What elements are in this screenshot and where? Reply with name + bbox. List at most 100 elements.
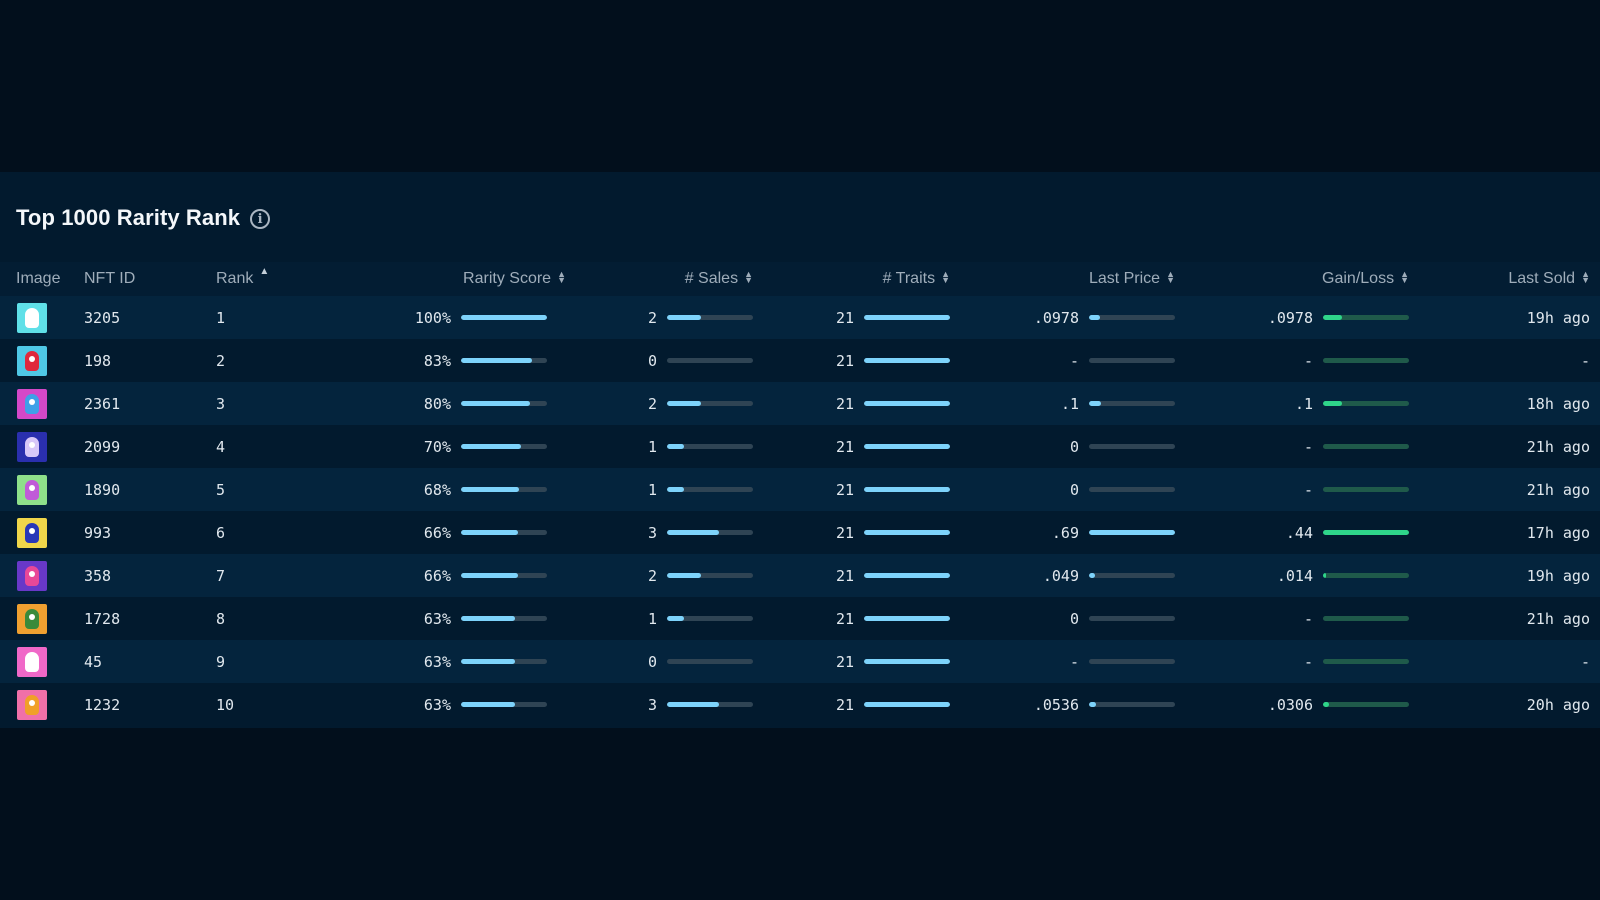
nft-image-cell[interactable]: [0, 339, 82, 382]
last-price-bar: [1089, 358, 1175, 363]
last-price-bar: [1089, 659, 1175, 664]
traits-cell: 21: [753, 683, 950, 726]
table-row[interactable]: 198 2 83% 0 21 -: [0, 339, 1600, 382]
traits-bar-fill: [864, 487, 950, 492]
column-header-rarity-score[interactable]: Rarity Score ▲ ▼: [463, 268, 566, 287]
sales-bar-fill: [667, 444, 685, 449]
nft-id-cell[interactable]: 1728: [84, 609, 121, 628]
gain-loss-cell: .0306: [1175, 683, 1409, 726]
gain-loss-bar: [1323, 315, 1409, 320]
nft-id-cell[interactable]: 993: [84, 523, 112, 542]
nft-image-cell[interactable]: [0, 382, 82, 425]
nft-id-cell[interactable]: 2099: [84, 437, 121, 456]
rank-cell: 9: [216, 652, 226, 671]
sales-bar: [667, 315, 753, 320]
gain-loss-bar: [1323, 659, 1409, 664]
nft-id-cell[interactable]: 358: [84, 566, 112, 585]
column-header-rank[interactable]: Rank ▲: [216, 266, 270, 287]
sort-icon[interactable]: ▲ ▼: [941, 268, 950, 285]
rarity-bar-fill: [461, 487, 520, 492]
sort-icon[interactable]: ▲ ▼: [744, 268, 753, 285]
table-row[interactable]: 1728 8 63% 1 21 0: [0, 597, 1600, 640]
nft-thumbnail[interactable]: [17, 388, 47, 419]
column-header-nft-id[interactable]: NFT ID: [84, 270, 136, 287]
nft-id-cell[interactable]: 3205: [84, 308, 121, 327]
nft-thumbnail[interactable]: [17, 560, 47, 591]
table-row[interactable]: 358 7 66% 2 21 .049: [0, 554, 1600, 597]
sales-bar: [667, 530, 753, 535]
last-price-value: 0: [1069, 609, 1079, 628]
nft-id-cell[interactable]: 1232: [84, 695, 121, 714]
price-bar-fill: [1089, 573, 1096, 578]
nft-id-cell[interactable]: 198: [84, 351, 112, 370]
nft-id-cell[interactable]: 1890: [84, 480, 121, 499]
nft-image-cell[interactable]: [0, 296, 82, 339]
nft-thumbnail[interactable]: [17, 474, 47, 505]
traits-bar-fill: [864, 401, 950, 406]
sales-value: 0: [647, 652, 657, 671]
rarity-score-bar: [461, 487, 547, 492]
table-row[interactable]: 2099 4 70% 1 21 0: [0, 425, 1600, 468]
table-row[interactable]: 3205 1 100% 2 21 .0978: [0, 296, 1600, 339]
table-row[interactable]: 2361 3 80% 2 21 .1: [0, 382, 1600, 425]
rarity-score-cell: 100%: [366, 296, 566, 339]
table-row[interactable]: 993 6 66% 3 21 .69: [0, 511, 1600, 554]
sort-icon[interactable]: ▲ ▼: [1400, 268, 1409, 285]
sales-value: 3: [647, 695, 657, 714]
last-sold-cell: 18h ago: [1526, 394, 1590, 413]
traits-bar-fill: [864, 659, 950, 664]
sort-icon[interactable]: ▲ ▼: [557, 268, 566, 285]
column-header-last-sold[interactable]: Last Sold ▲ ▼: [1508, 268, 1590, 287]
nft-image-cell[interactable]: [0, 511, 82, 554]
nft-image-cell[interactable]: [0, 468, 82, 511]
table-row[interactable]: 1232 10 63% 3 21 .0536: [0, 683, 1600, 726]
nft-thumbnail[interactable]: [17, 646, 47, 677]
gain-loss-cell: -: [1175, 468, 1409, 511]
sales-value: 1: [647, 480, 657, 499]
rarity-score-value: 70%: [423, 437, 451, 456]
last-price-cell: -: [950, 339, 1175, 382]
column-header-traits[interactable]: # Traits ▲ ▼: [882, 268, 950, 287]
traits-value: 21: [835, 394, 854, 413]
sort-icon[interactable]: ▲ ▼: [1581, 268, 1590, 285]
nft-id-cell[interactable]: 45: [84, 652, 103, 671]
gain-loss-bar: [1323, 530, 1409, 535]
last-sold-cell: 21h ago: [1526, 437, 1590, 456]
nft-image-cell[interactable]: [0, 640, 82, 683]
nft-thumbnail[interactable]: [17, 603, 47, 634]
column-header-last-price[interactable]: Last Price ▲ ▼: [1088, 268, 1175, 287]
sort-ascending-icon[interactable]: ▲: [259, 266, 270, 277]
last-price-bar: [1089, 616, 1175, 621]
table-row[interactable]: 45 9 63% 0 21 -: [0, 640, 1600, 683]
last-price-value: -: [1069, 652, 1079, 671]
table-row[interactable]: 1890 5 68% 1 21 0: [0, 468, 1600, 511]
sales-bar-fill: [667, 616, 685, 621]
traits-cell: 21: [753, 382, 950, 425]
nft-image-cell[interactable]: [0, 554, 82, 597]
nft-image-cell[interactable]: [0, 425, 82, 468]
column-header-gain-loss[interactable]: Gain/Loss ▲ ▼: [1322, 268, 1409, 287]
nft-thumbnail[interactable]: [17, 345, 47, 376]
gain-loss-value: -: [1303, 480, 1313, 499]
rarity-score-cell: 66%: [366, 554, 566, 597]
rarity-score-cell: 68%: [366, 468, 566, 511]
nft-thumbnail[interactable]: [17, 689, 47, 720]
nft-id-cell[interactable]: 2361: [84, 394, 121, 413]
gain-loss-cell: .1: [1175, 382, 1409, 425]
column-header-sales[interactable]: # Sales ▲ ▼: [684, 268, 753, 287]
nft-image-cell[interactable]: [0, 683, 82, 726]
traits-cell: 21: [753, 339, 950, 382]
nft-image-cell[interactable]: [0, 597, 82, 640]
traits-bar: [864, 358, 950, 363]
nft-thumbnail[interactable]: [17, 302, 47, 333]
nft-thumbnail[interactable]: [17, 517, 47, 548]
rarity-score-cell: 63%: [366, 640, 566, 683]
rarity-score-cell: 66%: [366, 511, 566, 554]
gain-loss-value: -: [1303, 351, 1313, 370]
traits-bar-fill: [864, 530, 950, 535]
nft-thumbnail[interactable]: [17, 431, 47, 462]
sort-icon[interactable]: ▲ ▼: [1166, 268, 1175, 285]
last-price-bar: [1089, 401, 1175, 406]
rarity-score-cell: 83%: [366, 339, 566, 382]
info-icon[interactable]: i: [250, 209, 271, 229]
